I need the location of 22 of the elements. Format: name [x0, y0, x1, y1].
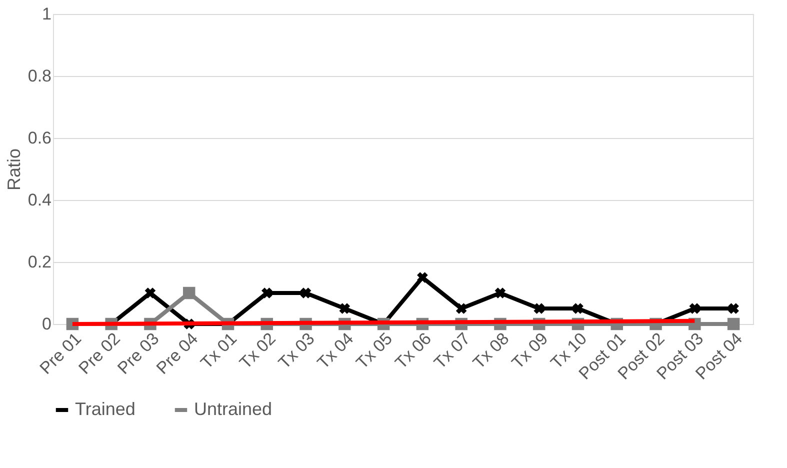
- point: [494, 288, 506, 298]
- y-tick-label: 0.2: [28, 252, 52, 272]
- legend-label: Trained: [75, 399, 136, 419]
- point: [144, 288, 156, 298]
- point: [456, 303, 467, 314]
- point: [534, 303, 545, 314]
- y-tick-label: 0: [42, 314, 52, 334]
- point: [339, 303, 350, 314]
- y-axis-title: Ratio: [4, 148, 24, 191]
- point: [300, 288, 312, 298]
- y-tick-label: 0.6: [28, 128, 52, 148]
- y-tick-label: 1: [42, 4, 52, 24]
- point: [727, 318, 740, 330]
- y-tick-label: 0.4: [28, 190, 52, 210]
- point: [182, 286, 196, 300]
- point: [728, 303, 739, 314]
- point: [572, 303, 584, 314]
- legend-label: Untrained: [194, 399, 272, 419]
- y-tick-label: 0.8: [28, 66, 52, 86]
- point: [261, 288, 272, 298]
- point: [417, 272, 428, 283]
- point: [689, 303, 700, 314]
